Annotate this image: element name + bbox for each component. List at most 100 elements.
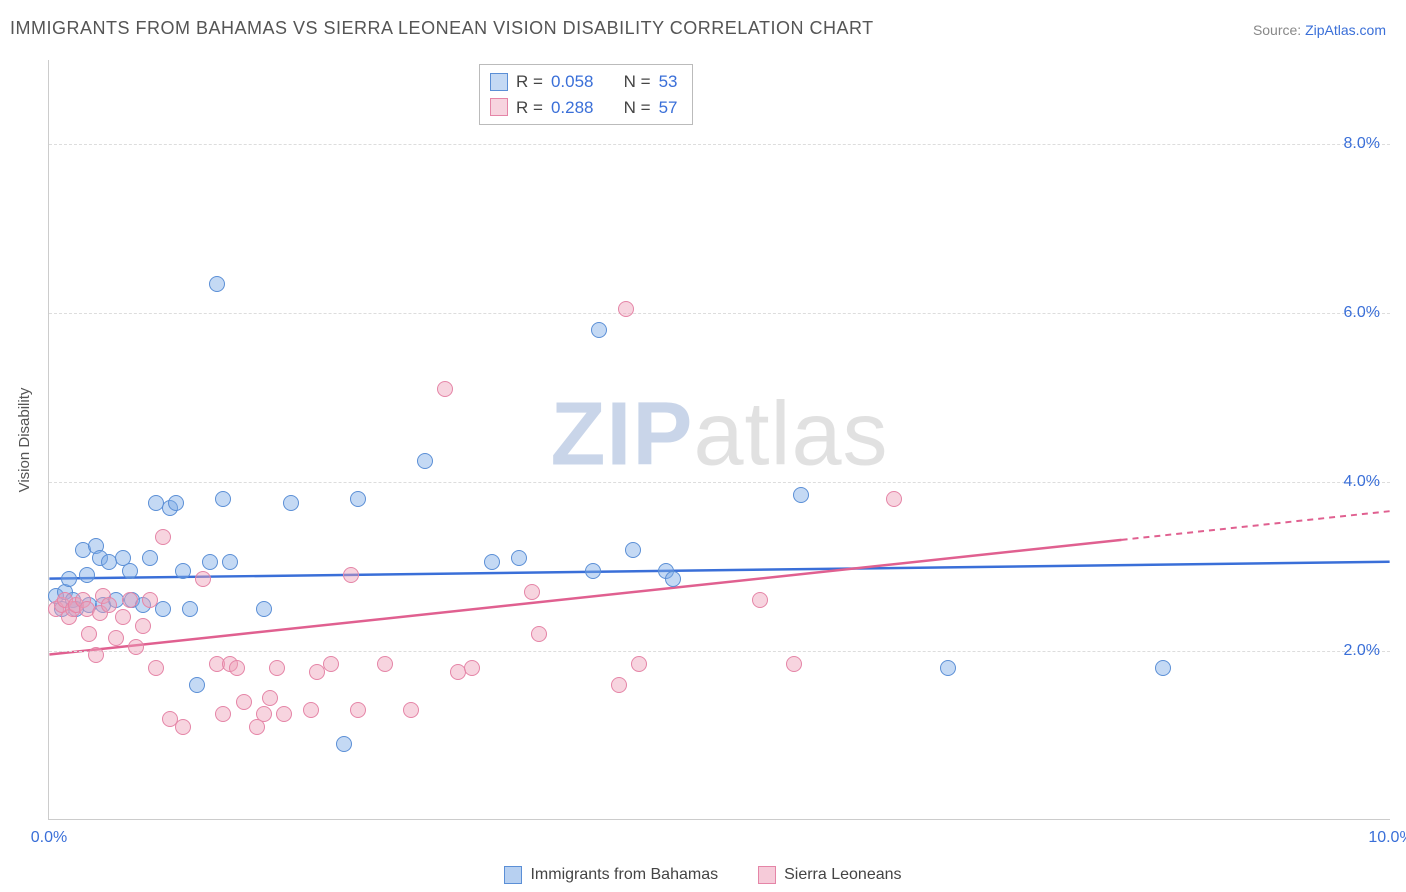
y-tick-label: 6.0% xyxy=(1344,304,1380,322)
data-point xyxy=(625,542,641,558)
data-point xyxy=(128,639,144,655)
data-point xyxy=(115,609,131,625)
data-point xyxy=(61,571,77,587)
source-link[interactable]: ZipAtlas.com xyxy=(1305,22,1386,38)
data-point xyxy=(155,529,171,545)
data-point xyxy=(148,660,164,676)
data-point xyxy=(202,554,218,570)
bottom-legend: Immigrants from Bahamas Sierra Leoneans xyxy=(0,866,1406,884)
data-point xyxy=(377,656,393,672)
data-point xyxy=(343,567,359,583)
gridline xyxy=(49,482,1390,483)
y-tick-label: 4.0% xyxy=(1344,473,1380,491)
data-point xyxy=(256,601,272,617)
data-point xyxy=(437,381,453,397)
data-point xyxy=(631,656,647,672)
x-tick-label: 10.0% xyxy=(1368,829,1406,847)
data-point xyxy=(81,626,97,642)
data-point xyxy=(195,571,211,587)
data-point xyxy=(175,719,191,735)
data-point xyxy=(323,656,339,672)
legend-swatch xyxy=(758,866,776,884)
data-point xyxy=(752,592,768,608)
x-tick-label: 0.0% xyxy=(31,829,67,847)
data-point xyxy=(122,563,138,579)
stat-n-label: N = xyxy=(624,95,651,121)
stats-row: R = 0.288 N = 57 xyxy=(490,95,678,121)
watermark-zip: ZIP xyxy=(550,384,693,484)
data-point xyxy=(793,487,809,503)
data-point xyxy=(88,647,104,663)
stat-r-value: 0.058 xyxy=(551,69,594,95)
data-point xyxy=(142,592,158,608)
data-point xyxy=(256,706,272,722)
chart-plot-area: ZIPatlas R = 0.058 N = 53 R = 0.288 N = … xyxy=(48,60,1390,820)
gridline xyxy=(49,144,1390,145)
data-point xyxy=(618,301,634,317)
data-point xyxy=(209,276,225,292)
data-point xyxy=(101,597,117,613)
data-point xyxy=(484,554,500,570)
stats-row: R = 0.058 N = 53 xyxy=(490,69,678,95)
stat-n-value: 53 xyxy=(659,69,678,95)
legend-item: Sierra Leoneans xyxy=(758,866,901,884)
data-point xyxy=(142,550,158,566)
data-point xyxy=(511,550,527,566)
data-point xyxy=(175,563,191,579)
watermark-atlas: atlas xyxy=(693,384,888,484)
data-point xyxy=(236,694,252,710)
stat-n-label: N = xyxy=(624,69,651,95)
legend-swatch xyxy=(490,98,508,116)
data-point xyxy=(229,660,245,676)
data-point xyxy=(269,660,285,676)
data-point xyxy=(108,630,124,646)
stat-r-value: 0.288 xyxy=(551,95,594,121)
data-point xyxy=(303,702,319,718)
data-point xyxy=(79,567,95,583)
data-point xyxy=(886,491,902,507)
data-point xyxy=(215,706,231,722)
data-point xyxy=(585,563,601,579)
legend-label: Immigrants from Bahamas xyxy=(530,866,718,884)
data-point xyxy=(531,626,547,642)
data-point xyxy=(135,618,151,634)
data-point xyxy=(215,491,231,507)
data-point xyxy=(122,592,138,608)
legend-swatch xyxy=(504,866,522,884)
data-point xyxy=(189,677,205,693)
gridline xyxy=(49,313,1390,314)
gridline xyxy=(49,651,1390,652)
data-point xyxy=(350,491,366,507)
source-attribution: Source: ZipAtlas.com xyxy=(1253,22,1386,38)
data-point xyxy=(611,677,627,693)
data-point xyxy=(403,702,419,718)
data-point xyxy=(940,660,956,676)
data-point xyxy=(182,601,198,617)
data-point xyxy=(350,702,366,718)
data-point xyxy=(464,660,480,676)
data-point xyxy=(417,453,433,469)
chart-title: IMMIGRANTS FROM BAHAMAS VS SIERRA LEONEA… xyxy=(10,18,874,39)
data-point xyxy=(591,322,607,338)
data-point xyxy=(262,690,278,706)
data-point xyxy=(665,571,681,587)
data-point xyxy=(524,584,540,600)
y-tick-label: 8.0% xyxy=(1344,135,1380,153)
data-point xyxy=(276,706,292,722)
y-axis-title: Vision Disability xyxy=(16,388,33,493)
legend-label: Sierra Leoneans xyxy=(784,866,901,884)
data-point xyxy=(283,495,299,511)
data-point xyxy=(155,601,171,617)
stat-r-label: R = xyxy=(516,95,543,121)
data-point xyxy=(336,736,352,752)
source-prefix: Source: xyxy=(1253,22,1305,38)
data-point xyxy=(222,554,238,570)
data-point xyxy=(786,656,802,672)
stat-n-value: 57 xyxy=(659,95,678,121)
data-point xyxy=(1155,660,1171,676)
data-point xyxy=(168,495,184,511)
legend-item: Immigrants from Bahamas xyxy=(504,866,718,884)
stat-r-label: R = xyxy=(516,69,543,95)
y-tick-label: 2.0% xyxy=(1344,642,1380,660)
correlation-stats-box: R = 0.058 N = 53 R = 0.288 N = 57 xyxy=(479,64,693,125)
